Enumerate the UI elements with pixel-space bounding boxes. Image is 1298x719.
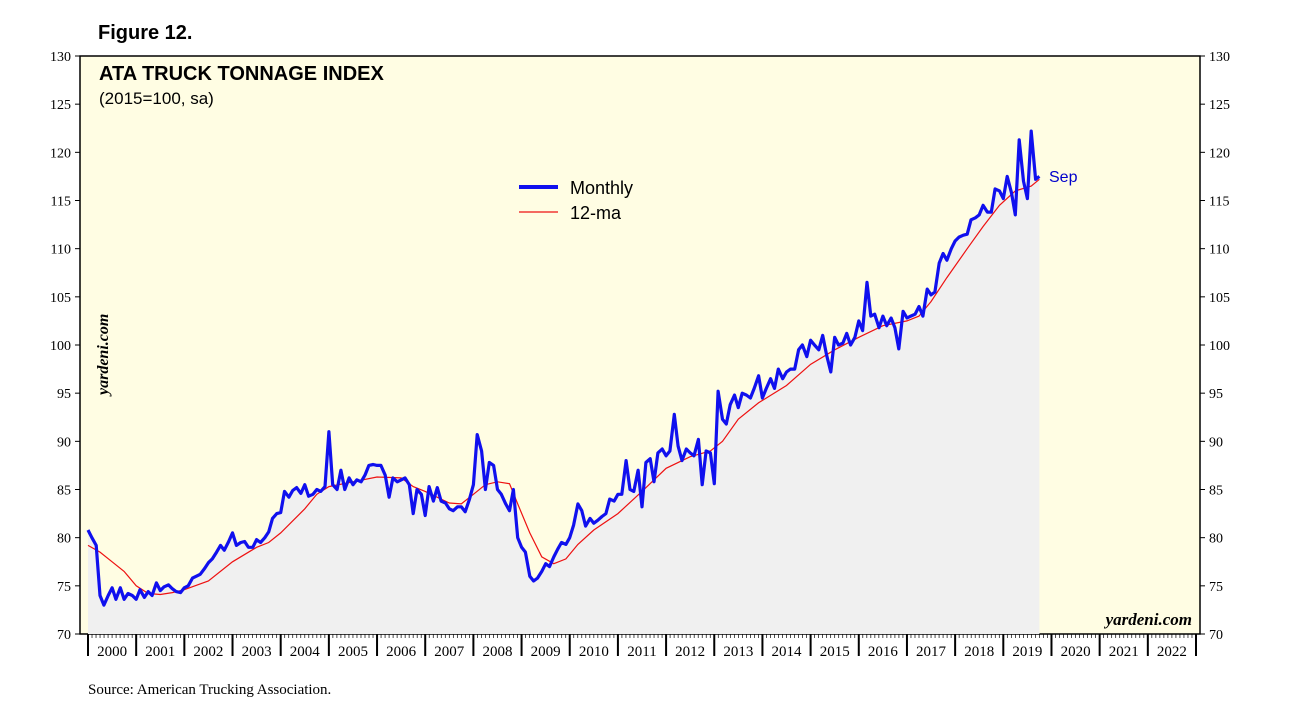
- x-tick-label: 2014: [772, 644, 803, 660]
- x-tick-label: 2021: [1109, 644, 1139, 660]
- x-tick-label: 2013: [723, 644, 753, 660]
- y-tick-label-left: 90: [57, 435, 71, 450]
- x-tick-label: 2009: [531, 644, 561, 660]
- source-note: Source: American Trucking Association.: [88, 682, 332, 698]
- y-tick-label-right: 100: [1209, 339, 1230, 354]
- y-tick-label-right: 95: [1209, 387, 1223, 402]
- y-tick-label-right: 85: [1209, 484, 1223, 499]
- x-tick-label: 2020: [1061, 644, 1091, 660]
- x-tick-label: 2022: [1157, 644, 1187, 660]
- x-tick-label: 2008: [482, 644, 512, 660]
- x-tick-label: 2011: [627, 644, 656, 660]
- y-tick-label-left: 85: [57, 484, 71, 499]
- chart-title: ATA TRUCK TONNAGE INDEX: [99, 63, 384, 85]
- x-tick-label: 2018: [964, 644, 994, 660]
- y-tick-label-right: 90: [1209, 435, 1223, 450]
- x-tick-label: 2019: [1012, 644, 1042, 660]
- series-monthly-line: [86, 129, 1041, 607]
- watermark-corner: yardeni.com: [1104, 610, 1192, 629]
- figure-label: Figure 12.: [98, 22, 193, 44]
- y-tick-label-left: 105: [50, 291, 71, 306]
- x-tick-label: 2015: [820, 644, 850, 660]
- x-tick-label: 2007: [434, 644, 465, 660]
- y-tick-label-left: 115: [51, 195, 71, 210]
- x-tick-label: 2000: [97, 644, 127, 660]
- end-label-sep: Sep: [1049, 169, 1078, 186]
- x-tick-label: 2004: [290, 644, 321, 660]
- y-tick-label-left: 130: [50, 50, 71, 65]
- legend-label-monthly: Monthly: [570, 178, 633, 198]
- series-area-fill: [88, 131, 1040, 634]
- y-tick-label-left: 75: [57, 580, 71, 595]
- x-tick-label: 2017: [916, 644, 947, 660]
- x-tick-label: 2012: [675, 644, 705, 660]
- x-tick-label: 2006: [386, 644, 417, 660]
- y-tick-label-left: 125: [50, 98, 71, 113]
- legend: Monthly 12-ma: [519, 178, 633, 223]
- chart-subtitle: (2015=100, sa): [99, 89, 214, 108]
- x-tick-label: 2016: [868, 644, 899, 660]
- x-tick-label: 2005: [338, 644, 368, 660]
- x-tick-label: 2010: [579, 644, 609, 660]
- y-tick-label-left: 70: [57, 628, 71, 643]
- y-tick-label-right: 70: [1209, 628, 1223, 643]
- y-tick-label-right: 110: [1209, 243, 1229, 258]
- y-tick-label-left: 110: [51, 243, 71, 258]
- y-tick-label-left: 80: [57, 532, 71, 547]
- y-tick-label-right: 105: [1209, 291, 1230, 306]
- watermark-side: yardeni.com: [95, 314, 112, 397]
- legend-label-12-ma: 12-ma: [570, 203, 622, 223]
- y-axis-right: 70 75 80 85 90 95 100 105 110 115 120 125 130: [1200, 50, 1230, 643]
- y-tick-label-right: 75: [1209, 580, 1223, 595]
- y-tick-label-right: 125: [1209, 98, 1230, 113]
- x-tick-label: 2002: [193, 644, 223, 660]
- y-axis-left: 70 75 80 85 90 95 100 105 110 115 120 125 130: [50, 50, 80, 643]
- x-axis: 2000 2001 2002 2003 2004 2005 2006 2007 2008 2009…: [87, 634, 1197, 660]
- y-tick-label-right: 80: [1209, 532, 1223, 547]
- y-tick-label-left: 120: [50, 146, 71, 161]
- y-tick-label-right: 120: [1209, 146, 1230, 161]
- series-12-ma-line: [87, 178, 1040, 596]
- y-tick-label-left: 100: [50, 339, 71, 354]
- x-tick-label: 2001: [145, 644, 175, 660]
- y-tick-label-right: 115: [1209, 195, 1229, 210]
- y-tick-label-right: 130: [1209, 50, 1230, 65]
- x-tick-label: 2003: [242, 644, 272, 660]
- y-tick-label-left: 95: [57, 387, 71, 402]
